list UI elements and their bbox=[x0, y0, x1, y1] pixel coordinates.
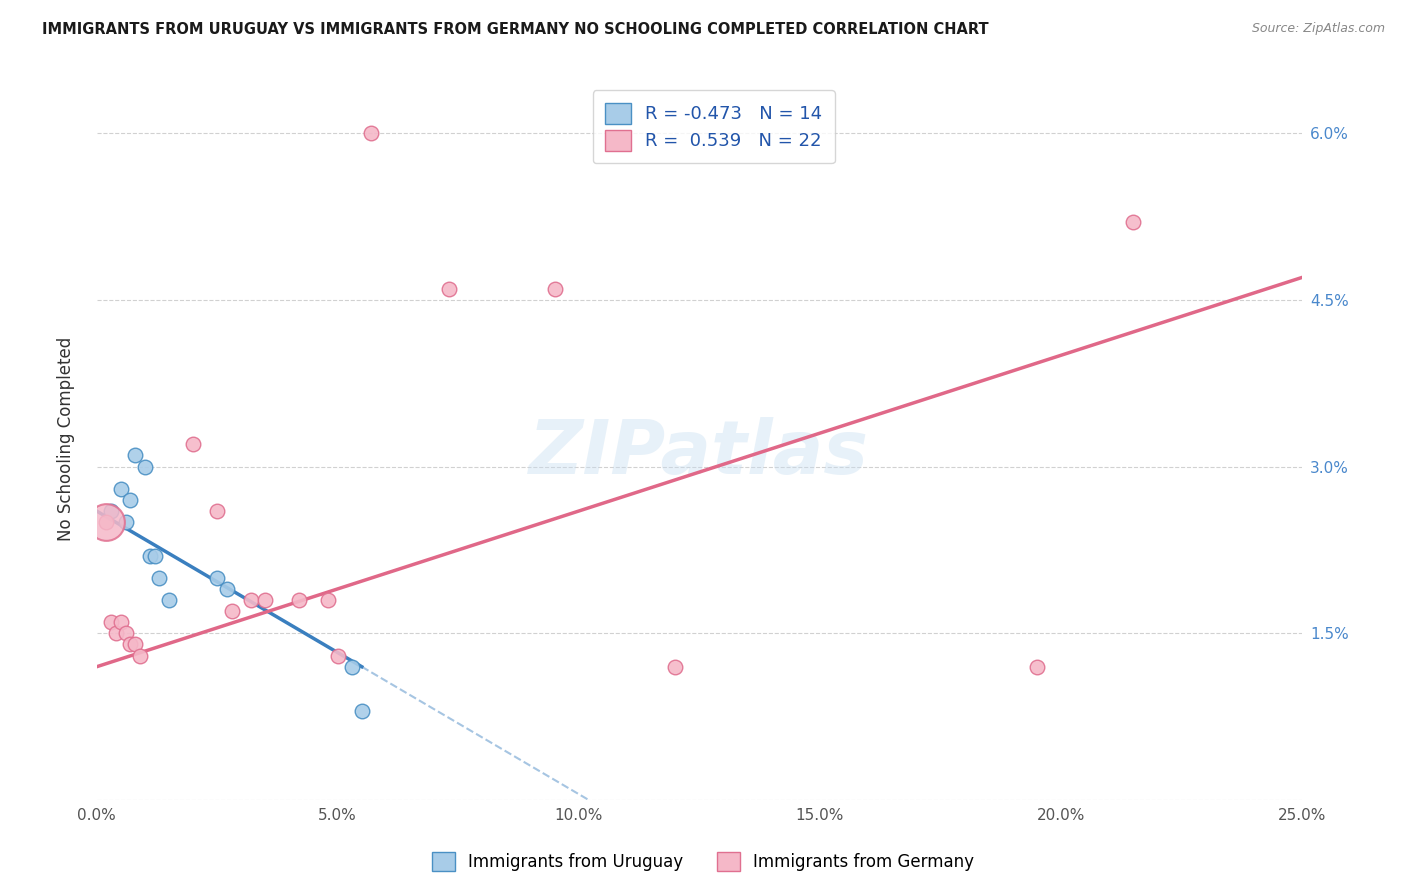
Point bbox=[157, 593, 180, 607]
Point bbox=[124, 449, 146, 463]
Point bbox=[120, 492, 142, 507]
Point bbox=[215, 582, 238, 596]
Point bbox=[543, 282, 565, 296]
Point bbox=[254, 593, 277, 607]
Point bbox=[326, 648, 349, 663]
Point bbox=[143, 549, 166, 563]
Point bbox=[110, 615, 132, 630]
Y-axis label: No Schooling Completed: No Schooling Completed bbox=[58, 336, 75, 541]
Point bbox=[96, 515, 118, 529]
Point bbox=[100, 615, 122, 630]
Point bbox=[114, 515, 136, 529]
Point bbox=[134, 459, 156, 474]
Point bbox=[96, 515, 118, 529]
Point bbox=[664, 659, 686, 673]
Point bbox=[181, 437, 204, 451]
Point bbox=[437, 282, 460, 296]
Point bbox=[360, 126, 382, 140]
Point bbox=[120, 638, 142, 652]
Point bbox=[138, 549, 160, 563]
Point bbox=[340, 659, 363, 673]
Point bbox=[205, 571, 228, 585]
Point bbox=[239, 593, 262, 607]
Point bbox=[110, 482, 132, 496]
Point bbox=[104, 626, 127, 640]
Point bbox=[114, 626, 136, 640]
Text: IMMIGRANTS FROM URUGUAY VS IMMIGRANTS FROM GERMANY NO SCHOOLING COMPLETED CORREL: IMMIGRANTS FROM URUGUAY VS IMMIGRANTS FR… bbox=[42, 22, 988, 37]
Legend: Immigrants from Uruguay, Immigrants from Germany: Immigrants from Uruguay, Immigrants from… bbox=[423, 843, 983, 880]
Text: ZIPatlas: ZIPatlas bbox=[529, 417, 869, 490]
Point bbox=[221, 604, 243, 618]
Point bbox=[124, 638, 146, 652]
Point bbox=[148, 571, 170, 585]
Legend: R = -0.473   N = 14, R =  0.539   N = 22: R = -0.473 N = 14, R = 0.539 N = 22 bbox=[592, 90, 835, 163]
Point bbox=[1122, 215, 1144, 229]
Point bbox=[288, 593, 311, 607]
Point bbox=[350, 704, 373, 718]
Point bbox=[1025, 659, 1047, 673]
Text: Source: ZipAtlas.com: Source: ZipAtlas.com bbox=[1251, 22, 1385, 36]
Point bbox=[100, 504, 122, 518]
Point bbox=[205, 504, 228, 518]
Point bbox=[316, 593, 339, 607]
Point bbox=[129, 648, 152, 663]
